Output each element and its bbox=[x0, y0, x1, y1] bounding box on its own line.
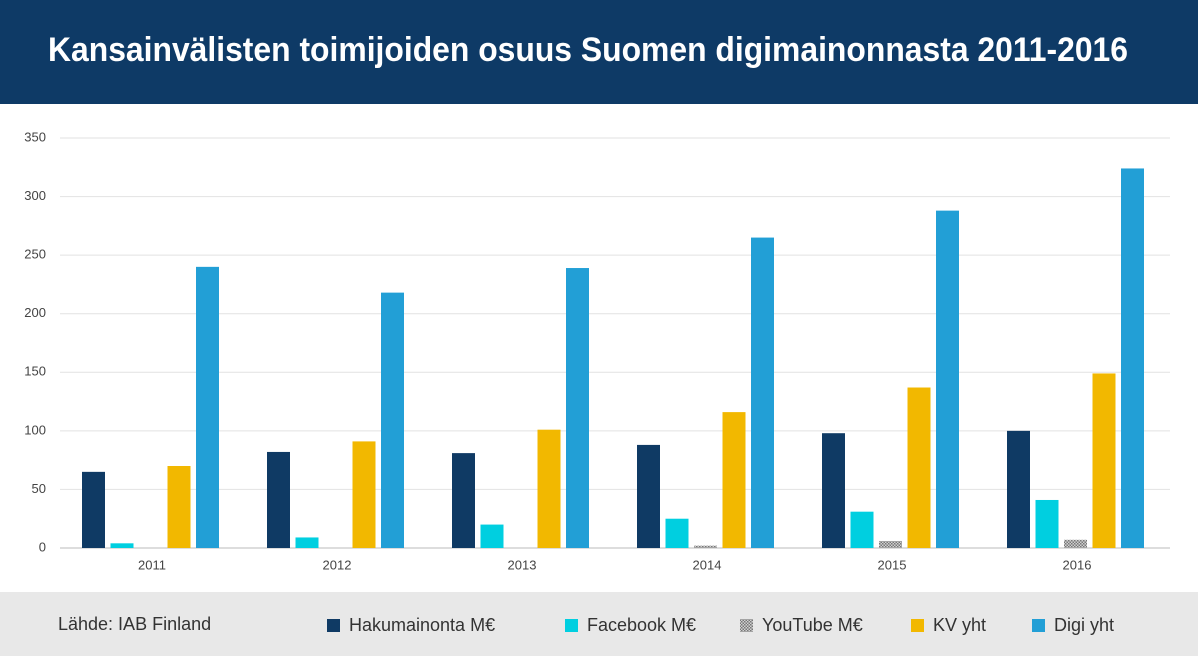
bar bbox=[1064, 539, 1087, 548]
y-tick-label: 350 bbox=[24, 129, 46, 144]
legend-label: Digi yht bbox=[1054, 615, 1114, 635]
source: Lähde: IAB Finland bbox=[58, 614, 211, 634]
bar bbox=[537, 429, 561, 548]
legend-swatch bbox=[327, 619, 340, 632]
x-tick-label: 2012 bbox=[323, 557, 352, 572]
bar bbox=[110, 543, 134, 548]
legend-swatch bbox=[911, 619, 924, 632]
bar bbox=[722, 412, 746, 548]
legend-label: YouTube M€ bbox=[762, 615, 863, 635]
bar bbox=[751, 237, 774, 549]
legend-swatch bbox=[1032, 619, 1045, 632]
bar bbox=[936, 210, 959, 548]
bar bbox=[381, 292, 404, 548]
legend-swatch bbox=[740, 619, 753, 632]
bar bbox=[196, 266, 219, 548]
bar bbox=[352, 441, 376, 548]
bar bbox=[452, 453, 475, 548]
y-tick-label: 150 bbox=[24, 364, 46, 379]
bar bbox=[267, 451, 290, 548]
bar bbox=[295, 537, 319, 548]
bar bbox=[1035, 499, 1059, 548]
x-tick-label: 2016 bbox=[1063, 557, 1092, 572]
bar bbox=[1121, 168, 1144, 548]
x-tick-label: 2011 bbox=[138, 557, 166, 572]
legend-label: Facebook M€ bbox=[587, 615, 696, 635]
bar bbox=[637, 444, 660, 548]
bar bbox=[1092, 373, 1116, 548]
bar bbox=[480, 524, 504, 548]
bar bbox=[694, 545, 717, 548]
bar bbox=[167, 466, 191, 548]
y-tick-label: 0 bbox=[39, 539, 46, 554]
x-tick-label: 2014 bbox=[693, 557, 722, 572]
legend-swatch bbox=[565, 619, 578, 632]
y-tick-label: 50 bbox=[32, 481, 46, 496]
legend-label: KV yht bbox=[933, 615, 986, 635]
x-tick-label: 2015 bbox=[878, 557, 907, 572]
bar bbox=[907, 387, 931, 548]
header bbox=[0, 0, 1198, 104]
y-tick-label: 250 bbox=[24, 247, 46, 262]
y-tick-label: 200 bbox=[24, 305, 46, 320]
y-tick-label: 300 bbox=[24, 188, 46, 203]
bar bbox=[850, 511, 874, 548]
x-tick-label: 2013 bbox=[508, 557, 537, 572]
footer bbox=[0, 592, 1198, 656]
legend-label: Hakumainonta M€ bbox=[349, 615, 495, 635]
bar bbox=[82, 471, 105, 548]
chart-title: Kansainvälisten toimijoiden osuus Suomen… bbox=[48, 31, 1128, 69]
y-tick-label: 100 bbox=[24, 422, 46, 437]
bar bbox=[1007, 430, 1030, 548]
bar bbox=[566, 268, 589, 548]
bar bbox=[822, 433, 845, 548]
bar bbox=[665, 518, 689, 548]
bar bbox=[879, 540, 902, 548]
